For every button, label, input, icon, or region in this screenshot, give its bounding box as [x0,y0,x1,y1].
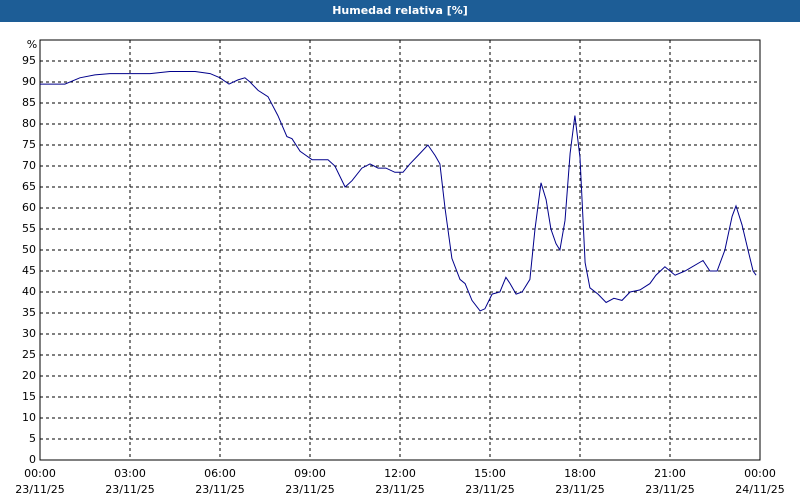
x-tick-date: 23/11/25 [375,483,424,496]
y-tick-label: 75 [22,138,36,151]
y-tick-label: 70 [22,159,36,172]
y-tick-label: 80 [22,117,36,130]
y-axis-label: % [27,38,37,51]
x-tick-date: 24/11/25 [735,483,784,496]
data-line [40,71,757,312]
x-tick-date: 23/11/25 [465,483,514,496]
x-tick-date: 23/11/25 [195,483,244,496]
y-tick-label: 0 [29,453,36,466]
x-tick-label: 18:00 [564,467,596,480]
x-tick-date: 23/11/25 [15,483,64,496]
x-tick-date: 23/11/25 [555,483,604,496]
x-tick-label: 12:00 [384,467,416,480]
y-tick-label: 20 [22,369,36,382]
chart-title: Humedad relativa [%] [332,4,468,17]
y-tick-label: 15 [22,390,36,403]
x-tick-date: 23/11/25 [105,483,154,496]
x-tick-label: 09:00 [294,467,326,480]
y-tick-label: 55 [22,222,36,235]
x-tick-label: 15:00 [474,467,506,480]
y-tick-label: 50 [22,243,36,256]
y-tick-label: 25 [22,348,36,361]
y-tick-label: 60 [22,201,36,214]
y-tick-label: 95 [22,54,36,67]
y-tick-label: 90 [22,75,36,88]
x-tick-date: 23/11/25 [285,483,334,496]
x-tick-label: 00:00 [744,467,776,480]
y-tick-label: 45 [22,264,36,277]
y-tick-label: 5 [29,432,36,445]
x-tick-date: 23/11/25 [645,483,694,496]
y-tick-label: 40 [22,285,36,298]
x-tick-label: 00:00 [24,467,56,480]
x-tick-label: 03:00 [114,467,146,480]
x-tick-label: 06:00 [204,467,236,480]
y-tick-label: 10 [22,411,36,424]
y-tick-label: 85 [22,96,36,109]
y-tick-label: 30 [22,327,36,340]
x-tick-label: 21:00 [654,467,686,480]
y-tick-label: 65 [22,180,36,193]
y-tick-label: 35 [22,306,36,319]
title-bar [0,0,800,22]
